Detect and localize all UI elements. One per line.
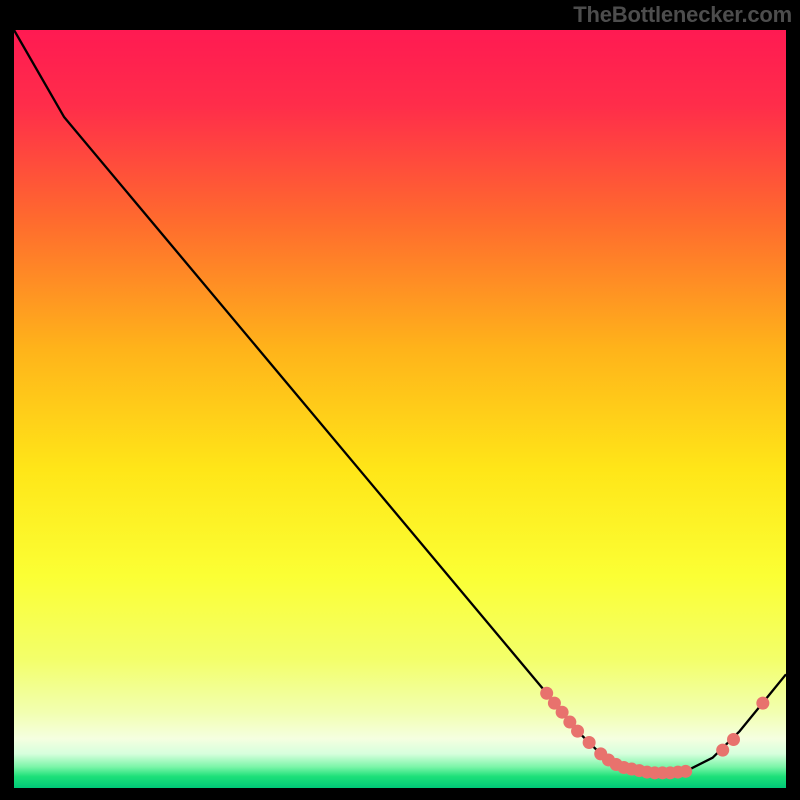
- curve-marker: [679, 765, 692, 778]
- plot-background: [14, 30, 786, 788]
- attribution-text: TheBottleneсker.com: [573, 2, 792, 28]
- curve-marker: [716, 744, 729, 757]
- curve-marker: [583, 736, 596, 749]
- curve-marker: [727, 733, 740, 746]
- curve-marker: [571, 725, 584, 738]
- bottleneck-chart: [0, 0, 800, 800]
- curve-marker: [756, 697, 769, 710]
